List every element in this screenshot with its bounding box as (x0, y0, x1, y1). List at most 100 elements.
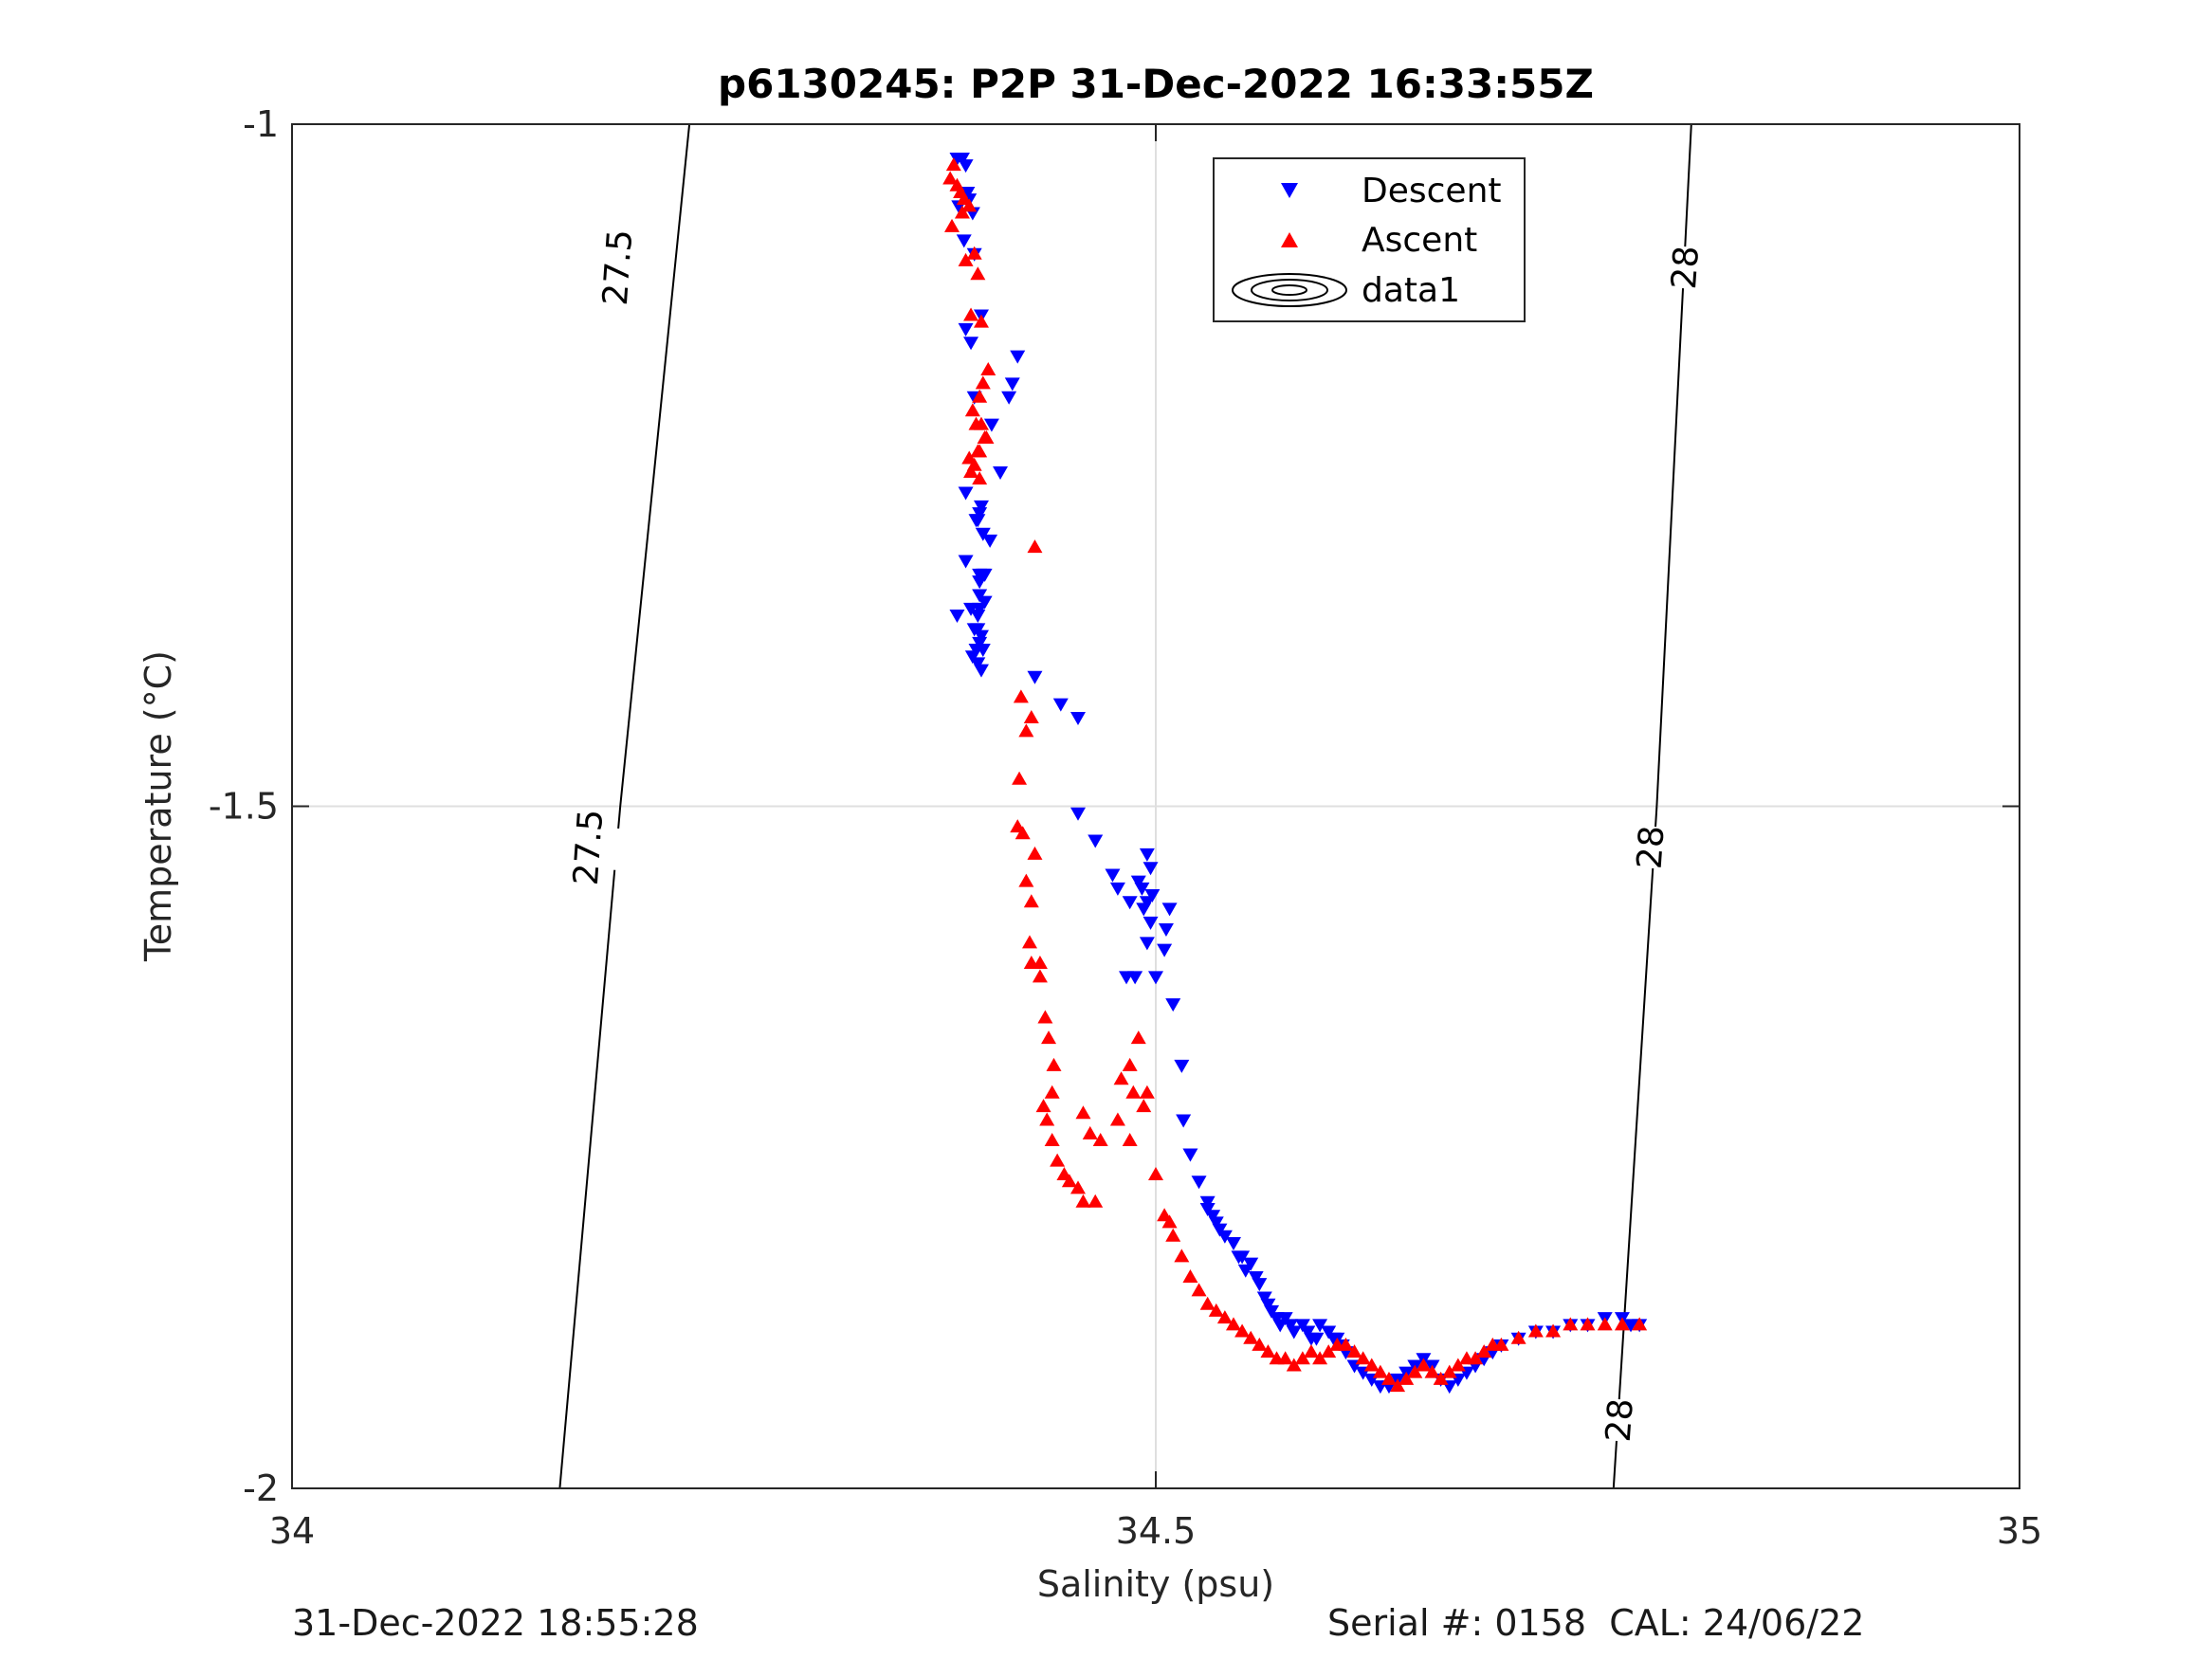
ascent-point (1424, 1364, 1440, 1378)
ascent-point (1363, 1358, 1380, 1372)
descent-point (958, 555, 974, 569)
descent-point (1205, 1210, 1221, 1224)
contour-label: 28 (1600, 1397, 1641, 1444)
x-tick-label: 34.5 (1116, 1510, 1197, 1552)
descent-point (1052, 698, 1069, 712)
legend-data1-label: data1 (1362, 271, 1460, 310)
ascent-point (958, 252, 974, 266)
ascent-point (1312, 1351, 1328, 1365)
ascent-point (1013, 689, 1029, 703)
descent-point (1070, 807, 1087, 821)
ascent-point (1061, 1174, 1077, 1188)
ascent-point (1493, 1337, 1509, 1351)
descent-point (975, 527, 991, 541)
ascent-point (1032, 969, 1048, 983)
ascent-point (1044, 1133, 1060, 1147)
ascent-point (1468, 1351, 1484, 1365)
descent-point (1139, 937, 1155, 951)
legend-ascent-marker (1281, 232, 1298, 247)
ascent-point (1182, 1268, 1198, 1283)
contour-label-background (1571, 1395, 1666, 1445)
descent-point (1134, 882, 1150, 896)
ascent-point (1122, 1057, 1138, 1071)
contour-label: 28 (1631, 824, 1673, 870)
ascent-point (1070, 1180, 1087, 1194)
x-axis-label: Salinity (psu) (1037, 1563, 1274, 1605)
descent-point (964, 650, 980, 665)
ascent-point (1125, 1085, 1142, 1099)
descent-point (1321, 1325, 1337, 1340)
descent-point (972, 602, 988, 616)
descent-point (1199, 1203, 1216, 1217)
ascent-point (966, 246, 982, 260)
contour-label-background (570, 243, 664, 292)
ascent-point (1355, 1351, 1371, 1365)
descent-point (1260, 1298, 1276, 1312)
footer-timestamp: 31-Dec-2022 18:55:28 (292, 1602, 699, 1644)
descent-point (1148, 971, 1163, 985)
ascent-point (954, 205, 970, 219)
descent-point (973, 500, 989, 514)
ascent-point (1286, 1358, 1302, 1372)
ascent-point (942, 171, 959, 185)
ascent-point (972, 389, 988, 403)
descent-point (1158, 923, 1174, 938)
descent-point (1119, 971, 1135, 985)
descent-point (1212, 1223, 1228, 1237)
ascent-point (978, 429, 995, 444)
ascent-point (973, 416, 989, 430)
ascent-point (1632, 1317, 1648, 1331)
ascent-point (1346, 1344, 1362, 1358)
ascent-point (1027, 539, 1043, 554)
ascent-point (970, 266, 986, 281)
descent-point (1286, 1325, 1302, 1340)
descent-point (972, 507, 988, 521)
descent-point (1191, 1176, 1207, 1190)
descent-point (1300, 1325, 1316, 1340)
y-tick-label: -1 (243, 103, 279, 145)
descent-point (977, 568, 993, 582)
descent-point (1144, 889, 1161, 903)
ascent-point (1165, 1228, 1181, 1242)
descent-point (1248, 1270, 1264, 1285)
ascent-point (1109, 1112, 1125, 1126)
descent-point (1176, 1114, 1192, 1128)
ascent-point (1563, 1317, 1579, 1331)
ascent-point (964, 403, 980, 417)
ascent-point (1027, 846, 1043, 860)
ascent-point (1216, 1310, 1233, 1324)
isopycnal-contours: 27.5 27.5 28 28 28 (540, 123, 1731, 1489)
ascent-series (942, 157, 1648, 1393)
y-tick-label: -1.5 (209, 786, 279, 828)
descent-point (1199, 1195, 1216, 1210)
ascent-point (945, 157, 961, 172)
ascent-point (1139, 1085, 1155, 1099)
ascent-point (1035, 1099, 1051, 1113)
ascent-point (1191, 1283, 1207, 1297)
ascent-point (1015, 826, 1031, 840)
descent-point (972, 636, 988, 650)
descent-point (1225, 1236, 1241, 1250)
descent-point (970, 657, 986, 671)
descent-point (1312, 1319, 1328, 1333)
ascent-point (1023, 955, 1039, 969)
ascent-point (1294, 1351, 1310, 1365)
descent-point (1208, 1216, 1224, 1231)
ascent-point (980, 362, 996, 376)
ascent-point (1012, 771, 1028, 785)
descent-point (972, 589, 988, 603)
descent-point (1001, 391, 1017, 405)
ascent-point (975, 375, 991, 390)
y-axis-label: Temperature (°C) (137, 650, 179, 962)
ascent-point (963, 464, 979, 478)
ascent-point (972, 471, 988, 485)
descent-point (983, 418, 999, 432)
ascent-point (1018, 723, 1034, 738)
contour-label: 28 (1665, 245, 1707, 291)
isopycnal-line-28 (1612, 123, 1692, 1489)
descent-point (1105, 868, 1121, 883)
descent-point (958, 159, 974, 173)
ascent-point (1510, 1330, 1526, 1344)
grid-lines (292, 124, 2020, 1488)
x-tick-label: 34 (269, 1510, 315, 1552)
